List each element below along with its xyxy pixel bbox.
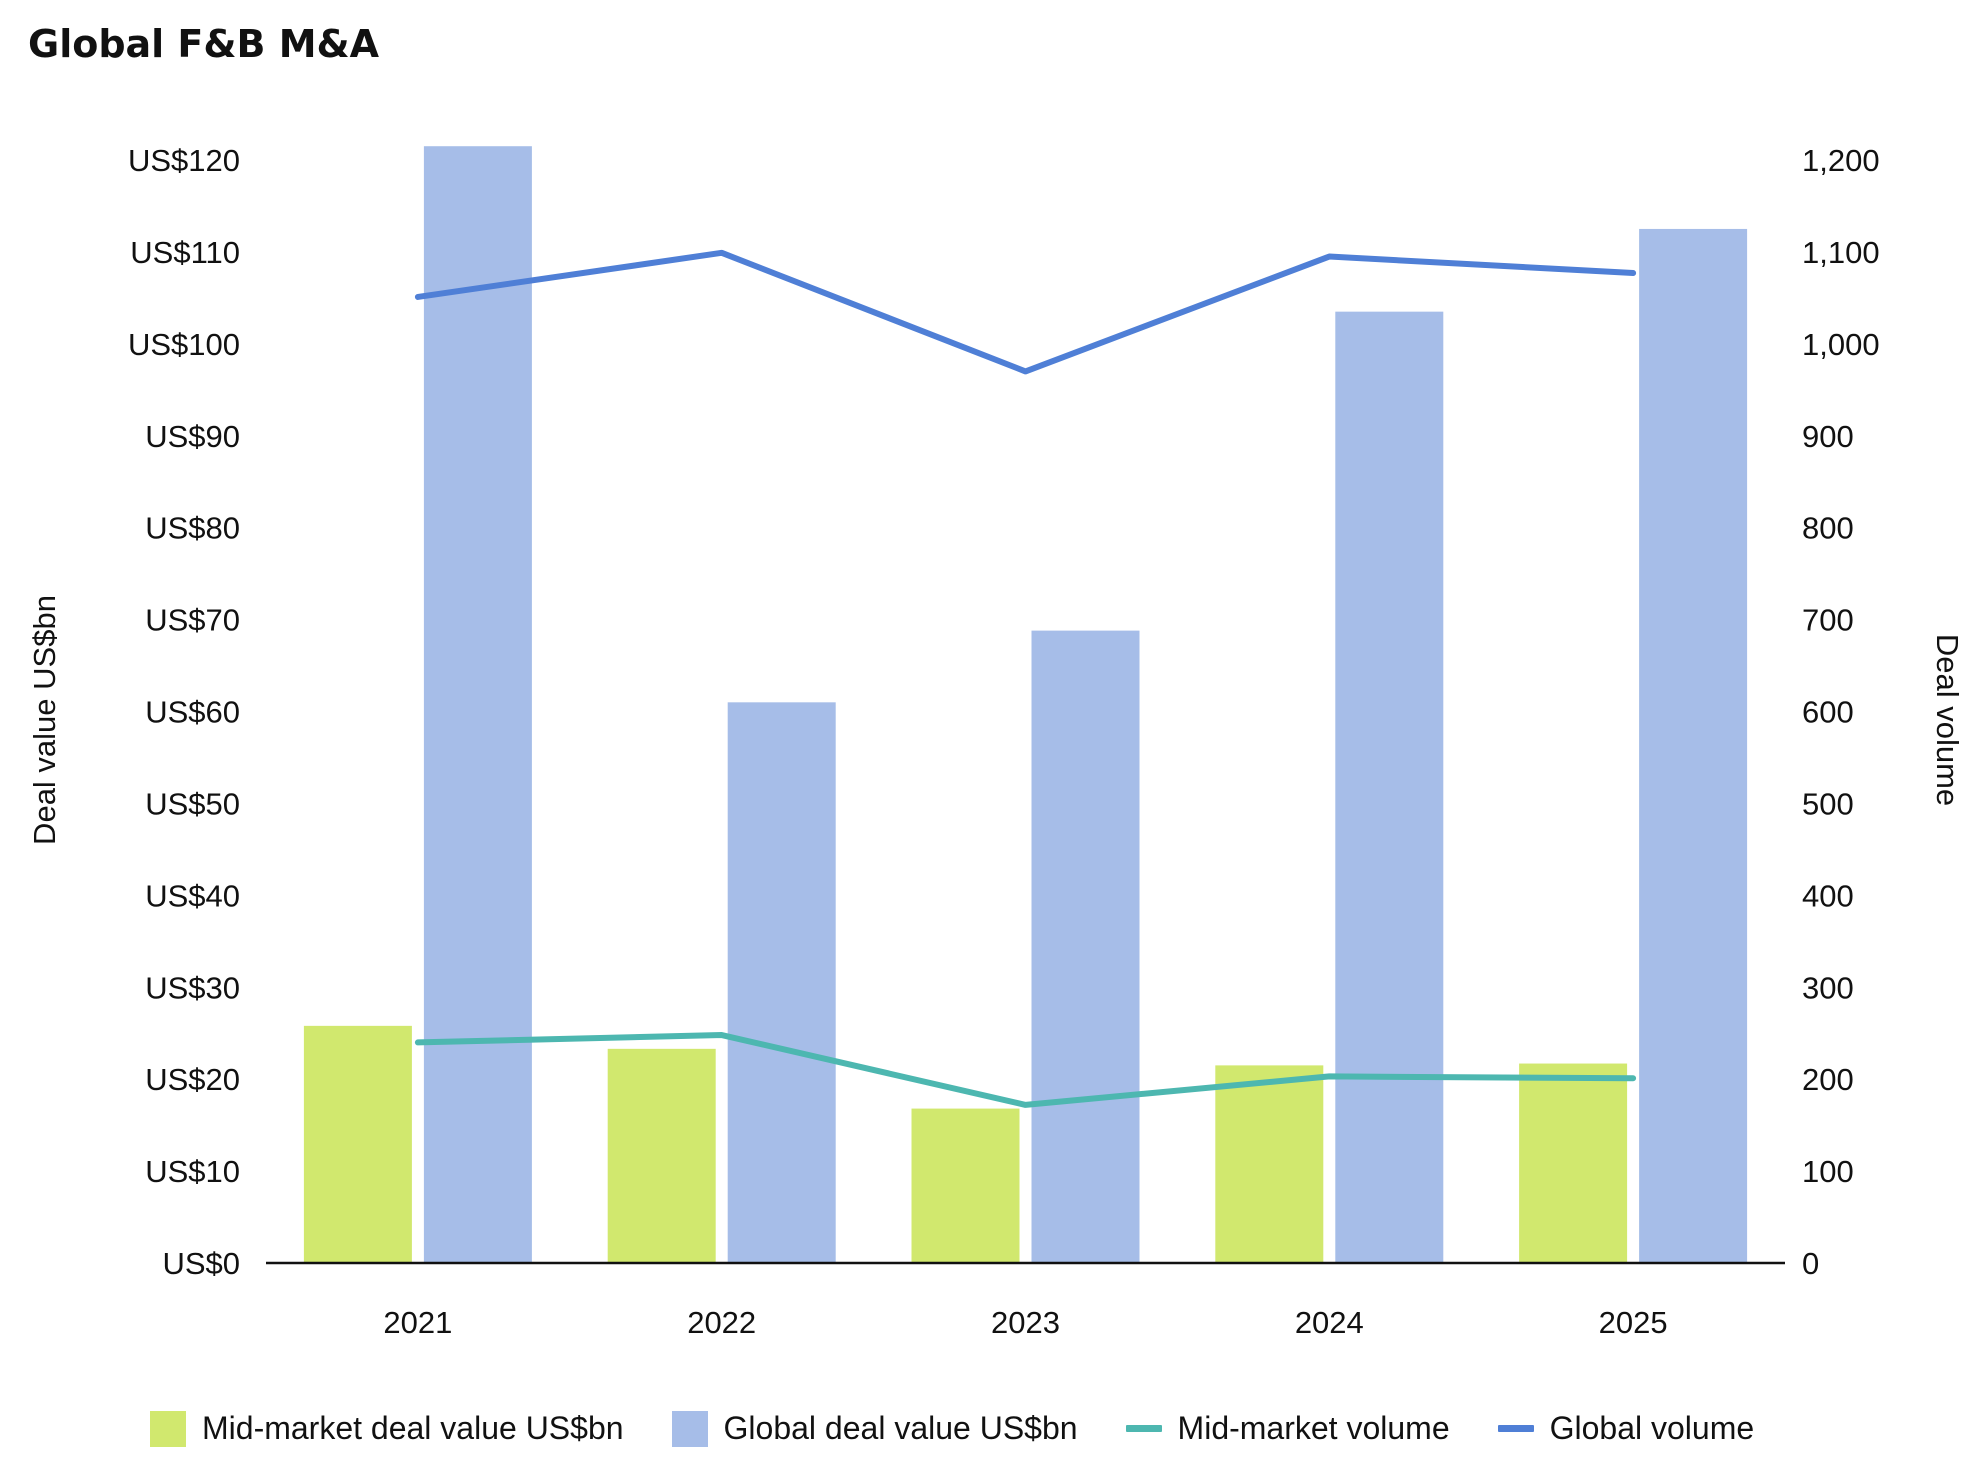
x-tick-label: 2021 [383,1305,452,1340]
y-left-tick-label: US$20 [145,1062,240,1097]
x-tick-label: 2023 [991,1305,1060,1340]
y-left-tick-label: US$80 [145,511,240,546]
y-left-tick-label: US$50 [145,786,240,821]
bar-global-value [1031,630,1140,1263]
chart-title: Global F&B M&A [28,22,380,66]
bar-mid-market-value [303,1025,412,1263]
bar-global-value [1335,311,1444,1264]
chart-legend: Mid-market deal value US$bn Global deal … [150,1410,1802,1447]
line-mid-market-volume [414,1032,1637,1108]
bar-mid-market-value [1215,1065,1324,1263]
line-global-volume [414,249,1637,375]
y-right-tick-label: 1,000 [1802,327,1880,362]
y-right-tick-label: 1,100 [1802,235,1880,270]
legend-swatch-global-volume [1497,1425,1534,1432]
y-right-axis-title: Deal volume [1930,634,1965,806]
y-right-tick-label: 600 [1802,695,1854,730]
y-left-tick-label: US$110 [130,235,240,270]
x-tick-label: 2025 [1599,1305,1668,1340]
legend-label-mid-market-volume: Mid-market volume [1177,1410,1450,1446]
y-left-axis-title: Deal value US$bn [27,595,62,845]
y-left-tick-label: US$30 [145,970,240,1005]
y-left-tick-label: US$90 [145,419,240,454]
y-left-tick-label: US$0 [162,1246,240,1281]
y-right-tick-label: 0 [1802,1246,1819,1281]
legend-label-global-value: Global deal value US$bn [723,1410,1078,1446]
y-left-tick-label: US$120 [128,143,240,178]
legend-swatch-mid-market-value [150,1410,186,1447]
x-tick-label: 2024 [1295,1305,1364,1340]
y-right-tick-label: 900 [1802,419,1854,454]
y-right-tick-label: 700 [1802,603,1854,638]
y-left-tick-label: US$10 [145,1154,240,1189]
y-right-tick-label: 400 [1802,878,1854,913]
bar-global-value [1639,228,1748,1263]
y-right-tick-label: 100 [1802,1154,1854,1189]
legend-label-global-volume: Global volume [1549,1410,1755,1446]
legend-item-global-volume: Global volume [1497,1410,1755,1447]
legend-label-mid-market-value: Mid-market deal value US$bn [202,1410,624,1446]
legend-swatch-global-value [671,1410,708,1447]
y-left-tick-label: US$40 [145,878,240,913]
y-right-tick-label: 800 [1802,511,1854,546]
y-left-tick-label: US$60 [145,695,240,730]
y-right-tick-label: 300 [1802,970,1854,1005]
x-tick-label: 2022 [687,1305,756,1340]
legend-item-mid-market-volume: Mid-market volume [1125,1410,1450,1447]
bar-global-value [727,702,836,1263]
legend-item-global-value: Global deal value US$bn [671,1410,1078,1447]
y-left-tick-label: US$100 [128,327,240,362]
legend-item-mid-market-value: Mid-market deal value US$bn [150,1410,624,1447]
bar-global-value [423,146,532,1263]
legend-swatch-mid-market-volume [1125,1425,1162,1432]
y-left-tick-label: US$70 [145,603,240,638]
y-right-tick-label: 1,200 [1802,143,1880,178]
y-right-tick-label: 500 [1802,786,1854,821]
y-right-tick-label: 200 [1802,1062,1854,1097]
bar-mid-market-value [607,1048,716,1263]
bar-mid-market-value [911,1108,1020,1263]
bar-mid-market-value [1519,1063,1628,1263]
